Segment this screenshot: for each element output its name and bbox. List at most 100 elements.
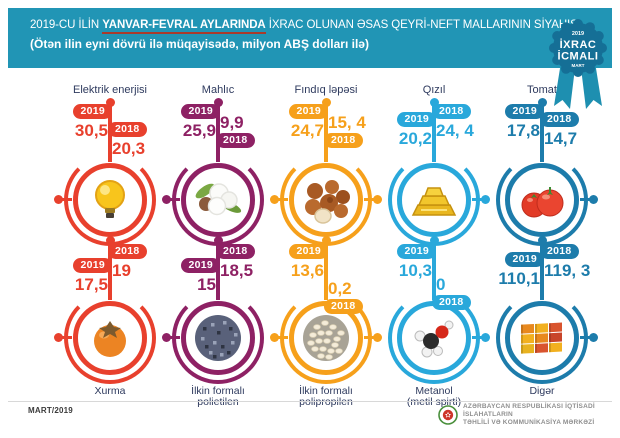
product-label-line: Metanol bbox=[415, 385, 453, 397]
connector-line-left bbox=[168, 336, 180, 339]
product-label-line: Elektrik enerjisi bbox=[73, 84, 147, 96]
value-2019: 20,2 bbox=[398, 129, 432, 148]
value-2018: 15, 4 bbox=[328, 113, 366, 132]
product-item: Fındıq ləpəsi 2019 24,7 15, 4 2018 bbox=[270, 84, 382, 246]
org-name: AZƏRBAYCAN RESPUBLİKASI İQTİSADİ İSLAHAT… bbox=[463, 403, 620, 427]
year-tag-2019: 2019 bbox=[397, 244, 436, 259]
product-ring bbox=[397, 301, 471, 375]
product-ring bbox=[73, 301, 147, 375]
product-item: 2019 110,1 2018 119, 3 Digər bbox=[488, 236, 598, 407]
product-item: Elektrik enerjisi 2019 30,5 2018 20,3 bbox=[54, 84, 164, 246]
year-tag-2019: 2019 bbox=[505, 104, 544, 119]
connector-dot-right bbox=[373, 333, 382, 342]
year-tag-2018: 2018 bbox=[108, 244, 147, 259]
badge-line1: İXRAC bbox=[560, 38, 597, 51]
value-2019: 15 bbox=[197, 275, 216, 294]
product-item: Tomat 2019 17,8 2018 14,7 bbox=[488, 84, 598, 246]
product-circle bbox=[488, 154, 598, 246]
polypropylene-icon bbox=[299, 311, 353, 365]
year-column-2018: 9,9 2018 bbox=[216, 112, 255, 148]
value-2019: 110,1 bbox=[498, 269, 540, 288]
badge-ribbon-right bbox=[581, 62, 602, 109]
connector-line-left bbox=[276, 198, 288, 201]
value-2018: 20,3 bbox=[112, 139, 146, 158]
product-circle bbox=[162, 292, 272, 384]
value-2018: 24, 4 bbox=[436, 121, 474, 140]
product-item: 2019 15 2018 18,5 İlkin formalı polietilen bbox=[162, 236, 272, 407]
connector-dot-right bbox=[373, 195, 382, 204]
year-column-2018: 0 2018 bbox=[432, 274, 471, 310]
stem-line bbox=[432, 240, 436, 300]
stem-dot bbox=[537, 236, 547, 245]
rosette-seal-icon: 2019 İXRAC İCMALI MART bbox=[549, 19, 607, 109]
year-column-2018: 2018 18,5 bbox=[216, 244, 257, 280]
year-column-2019: 2019 30,5 bbox=[71, 104, 112, 140]
value-2018: 0,2 bbox=[328, 279, 352, 298]
year-tag-2019: 2019 bbox=[181, 104, 220, 119]
connector-line-right bbox=[580, 336, 592, 339]
org-name-line2: TƏHLİLİ VƏ KOMMUNİKASİYA MƏRKƏZİ bbox=[463, 419, 595, 426]
badge-scallop bbox=[549, 19, 607, 77]
connector-line-right bbox=[580, 198, 592, 201]
stem-dot bbox=[213, 236, 223, 245]
stem-line bbox=[540, 240, 544, 300]
year-tag-2019: 2019 bbox=[73, 258, 112, 273]
year-values-graphic: 2019 17,8 2018 14,7 bbox=[488, 98, 596, 162]
connector-dot-right bbox=[589, 333, 598, 342]
connector-line-right bbox=[364, 198, 376, 201]
year-column-2019: 2019 25,9 bbox=[179, 104, 220, 140]
year-tag-2018: 2018 bbox=[540, 244, 579, 259]
product-circle bbox=[488, 292, 598, 384]
header-bar: 2019-CU İLİN YANVAR-FEVRAL AYLARINDA İXR… bbox=[8, 8, 612, 68]
value-2019: 25,9 bbox=[182, 121, 216, 140]
stem-dot bbox=[105, 98, 115, 107]
title-suffix: İXRAC OLUNAN ƏSAS QEYRİ-NEFT MALLARININ … bbox=[265, 19, 581, 31]
product-ring bbox=[397, 163, 471, 237]
product-label: Elektrik enerjisi bbox=[56, 84, 164, 98]
product-label: Tomat bbox=[488, 84, 596, 98]
connector-line-right bbox=[364, 336, 376, 339]
stem-dot bbox=[537, 98, 547, 107]
year-column-2019: 2019 24,7 bbox=[287, 104, 328, 140]
product-circle bbox=[380, 154, 490, 246]
year-tag-2018: 2018 bbox=[324, 299, 363, 314]
product-circle bbox=[54, 154, 164, 246]
hazelnuts-icon bbox=[299, 173, 353, 227]
connector-line-right bbox=[472, 336, 484, 339]
year-values-graphic: 2019 20,2 2018 24, 4 bbox=[380, 98, 488, 162]
stem-line bbox=[216, 102, 220, 162]
product-circle bbox=[162, 154, 272, 246]
stem-dot bbox=[321, 236, 331, 245]
badge-ribbon-left bbox=[554, 62, 575, 109]
stem-line bbox=[324, 102, 328, 162]
year-tag-2018: 2018 bbox=[540, 112, 579, 127]
year-column-2019: 2019 110,1 bbox=[494, 252, 544, 288]
year-column-2019: 2019 17,8 bbox=[503, 104, 544, 140]
product-label: Digər bbox=[488, 386, 596, 397]
product-ring bbox=[73, 163, 147, 237]
polyethylene-icon bbox=[191, 311, 245, 365]
product-label-line: Tomat bbox=[527, 84, 557, 96]
year-column-2018: 2018 20,3 bbox=[108, 122, 149, 158]
connector-dot-right bbox=[481, 195, 490, 204]
tomatoes-icon bbox=[515, 173, 569, 227]
stem-line bbox=[324, 240, 328, 300]
value-2018: 19 bbox=[112, 261, 131, 280]
connector-dot-left bbox=[270, 333, 279, 342]
year-column-2018: 2018 14,7 bbox=[540, 112, 581, 148]
product-item: Mahlıc 2019 25,9 9,9 2018 bbox=[162, 84, 272, 246]
product-ring bbox=[505, 301, 579, 375]
connector-line-right bbox=[472, 198, 484, 201]
year-tag-2018: 2018 bbox=[108, 122, 147, 137]
product-label: Xurma bbox=[56, 386, 164, 397]
year-tag-2019: 2019 bbox=[289, 104, 328, 119]
stem-line bbox=[432, 102, 436, 162]
value-2018: 0 bbox=[436, 275, 446, 294]
badge-year: 2019 bbox=[572, 31, 584, 37]
footer-org: AZƏRBAYCAN RESPUBLİKASI İQTİSADİ İSLAHAT… bbox=[438, 403, 620, 427]
product-ring bbox=[505, 163, 579, 237]
product-circle bbox=[270, 154, 382, 246]
year-tag-2019: 2019 bbox=[181, 258, 220, 273]
year-values-graphic: 2019 17,5 2018 19 bbox=[56, 236, 164, 300]
footer-divider bbox=[8, 401, 612, 402]
